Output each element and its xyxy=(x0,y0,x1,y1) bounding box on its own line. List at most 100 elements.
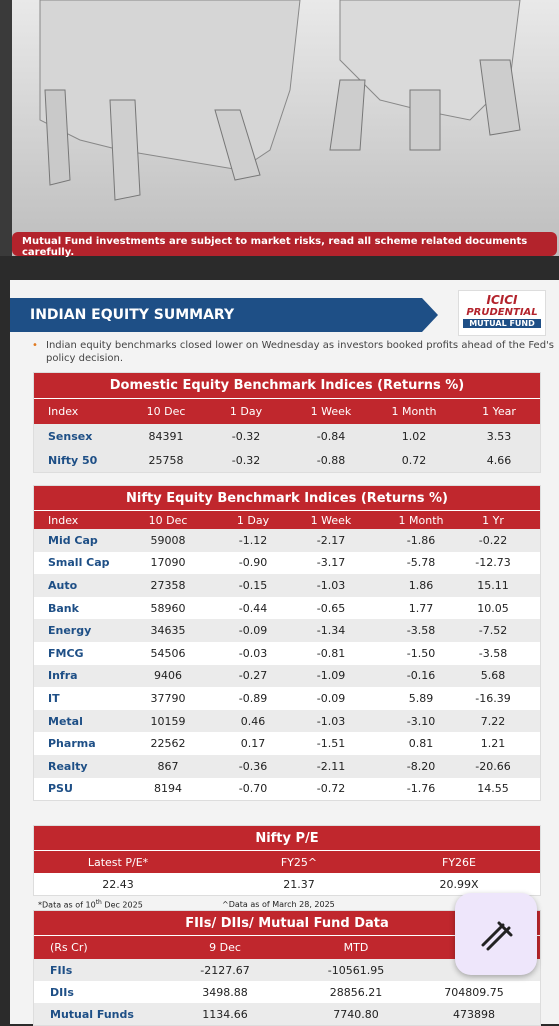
header-cell: Latest P/E* xyxy=(87,855,149,869)
row-label: Realty xyxy=(48,759,88,773)
pe-table: Nifty P/E Latest P/E* FY25^ FY26E 22.43 21.37… xyxy=(33,825,541,896)
data-row: Realty 867 -0.36 -2.11 -8.20 -20.66 xyxy=(34,754,540,778)
logo-brand: ICICI xyxy=(486,293,518,307)
rows: Mid Cap 59008 -1.12 -2.17 -1.86 -0.22 Small Ca… xyxy=(34,529,540,801)
data-cell: 4.66 xyxy=(486,453,512,467)
bullet: • Indian equity benchmarks closed lower … xyxy=(32,339,554,365)
data-cell: 867 xyxy=(157,759,179,773)
data-cell: -1.03 xyxy=(316,714,346,728)
data-cell: -0.32 xyxy=(231,429,261,443)
data-cell: -0.90 xyxy=(238,556,268,570)
data-cell: 8194 xyxy=(154,782,182,796)
data-cell: -0.09 xyxy=(316,691,346,705)
header-cell: 1 Year xyxy=(482,405,516,418)
header-cell: FY26E xyxy=(442,855,476,869)
data-cell: 704809.75 xyxy=(444,985,504,999)
header-cell: 1 Month xyxy=(398,513,444,527)
data-cell: -1.50 xyxy=(406,646,436,660)
data-cell: 1.21 xyxy=(480,737,506,751)
logo-name: PRUDENTIAL xyxy=(466,307,538,318)
data-cell: 22562 xyxy=(150,737,186,751)
header-cell: 1 Week xyxy=(310,513,352,527)
data-cell: 10159 xyxy=(150,714,186,728)
data-cell: -0.32 xyxy=(231,453,261,467)
disclaimer: Mutual Fund investments are subject to m… xyxy=(22,236,528,258)
header-row: Index 10 Dec 1 Day 1 Week 1 Month 1 Year xyxy=(34,399,540,424)
header-row: Latest P/E* FY25^ FY26E xyxy=(34,851,540,873)
data-cell: 3498.88 xyxy=(202,985,248,999)
data-row: Small Cap 17090 -0.90 -3.17 -5.78 -12.73 xyxy=(34,551,540,575)
data-cell: 7740.80 xyxy=(333,1007,379,1021)
header-cell: (Rs Cr) xyxy=(50,941,88,954)
data-row: Pharma 22562 0.17 -1.51 0.81 1.21 xyxy=(34,732,540,755)
data-cell: -3.10 xyxy=(406,714,436,728)
data-cell: -0.89 xyxy=(238,691,268,705)
data-cell: 27358 xyxy=(150,578,186,592)
rows: FIIs -2127.67 -10561.95 DIIs 3498.88 28856.21… xyxy=(34,959,540,1025)
data-cell: 15.11 xyxy=(477,578,509,592)
logo-tagline: MUTUAL FUND xyxy=(463,319,541,328)
data-cell: 25758 xyxy=(148,453,184,467)
header-cell: 10 Dec xyxy=(146,405,186,418)
data-cell: -1.86 xyxy=(406,533,436,547)
header-cell: 10 Dec xyxy=(148,513,188,527)
header-tab xyxy=(10,298,438,332)
row-label: Auto xyxy=(48,578,78,592)
table-title: Nifty Equity Benchmark Indices (Returns … xyxy=(34,486,540,511)
data-cell: -0.65 xyxy=(316,601,346,615)
data-cell: 0.17 xyxy=(240,737,266,751)
data-cell: 0.72 xyxy=(401,453,427,467)
data-cell: -1.12 xyxy=(238,533,268,547)
header-cell: 9 Dec xyxy=(209,941,241,954)
data-cell: -1.09 xyxy=(316,669,346,683)
data-cell: -0.16 xyxy=(406,669,436,683)
data-cell: -0.03 xyxy=(238,646,268,660)
edit-icon xyxy=(481,921,513,951)
data-cell: 37790 xyxy=(150,691,186,705)
note-part: th xyxy=(95,899,102,906)
data-cell: 59008 xyxy=(150,533,186,547)
data-cell: 9406 xyxy=(154,669,182,683)
row-label: Metal xyxy=(48,714,83,728)
data-row: Sensex 84391 -0.32 -0.84 1.02 3.53 xyxy=(34,424,540,448)
data-cell: 28856.21 xyxy=(329,985,383,999)
row-label: FIIs xyxy=(50,963,73,977)
data-cell: 84391 xyxy=(148,429,184,443)
data-cell: -2.11 xyxy=(316,759,346,773)
data-cell: -1.03 xyxy=(316,578,346,592)
nifty-table: Nifty Equity Benchmark Indices (Returns … xyxy=(33,485,541,802)
header-cell: 1 Week xyxy=(310,405,352,418)
bullet-text: Indian equity benchmarks closed lower on… xyxy=(46,340,554,364)
data-cell: 10.05 xyxy=(477,601,509,615)
data-cell: -5.78 xyxy=(406,556,436,570)
header-row: (Rs Cr) 9 Dec MTD xyxy=(34,936,540,959)
data-cell: -0.22 xyxy=(478,533,508,547)
data-row: Energy 34635 -0.09 -1.34 -3.58 -7.52 xyxy=(34,619,540,642)
data-cell: -0.36 xyxy=(238,759,268,773)
data-cell: 1134.66 xyxy=(202,1007,248,1021)
data-cell: -0.27 xyxy=(238,669,268,683)
data-row: FIIs -2127.67 -10561.95 xyxy=(34,959,540,981)
data-row: FMCG 54506 -0.03 -0.81 -1.50 -3.58 xyxy=(34,641,540,665)
header-cell: FY25^ xyxy=(280,855,318,869)
data-cell: 5.89 xyxy=(408,691,434,705)
data-row: DIIs 3498.88 28856.21 704809.75 xyxy=(34,981,540,1003)
data-cell: -2.17 xyxy=(316,533,346,547)
row-label: PSU xyxy=(48,782,73,796)
data-cell: -8.20 xyxy=(406,759,436,773)
data-row: Infra 9406 -0.27 -1.09 -0.16 5.68 xyxy=(34,664,540,688)
data-cell: -7.52 xyxy=(478,624,508,638)
header-cell: Index xyxy=(48,405,79,418)
bullet-dot: • xyxy=(32,340,38,351)
data-cell: -10561.95 xyxy=(327,963,385,977)
data-cell: -0.81 xyxy=(316,646,346,660)
row-label: Mid Cap xyxy=(48,533,98,547)
data-cell: -3.58 xyxy=(478,646,508,660)
header-cell: 1 Day xyxy=(229,405,263,418)
floating-edit-button[interactable] xyxy=(455,893,537,975)
data-row: Mid Cap 59008 -1.12 -2.17 -1.86 -0.22 xyxy=(34,529,540,552)
data-row: PSU 8194 -0.70 -0.72 -1.76 14.55 xyxy=(34,777,540,801)
section-title: INDIAN EQUITY SUMMARY xyxy=(30,307,235,323)
data-row: Nifty 50 25758 -0.32 -0.88 0.72 4.66 xyxy=(34,448,540,472)
